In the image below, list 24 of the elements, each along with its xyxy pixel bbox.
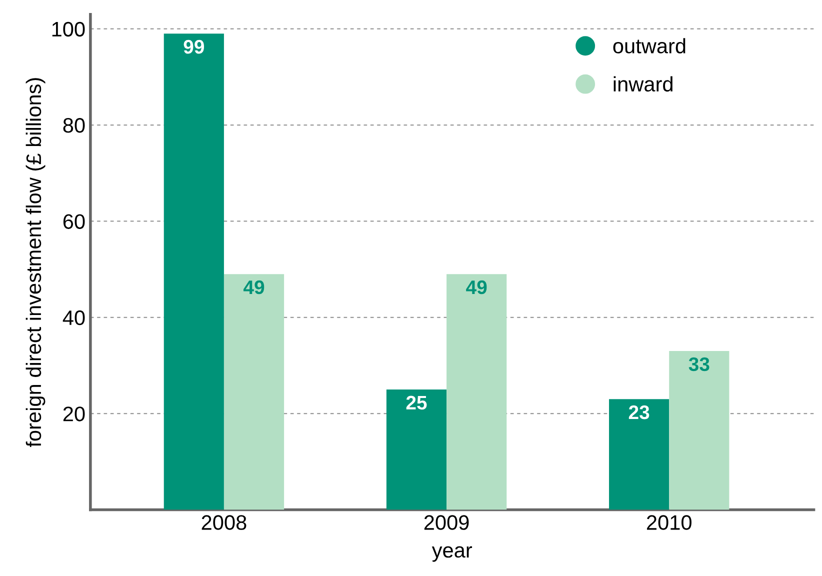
legend-label: inward	[614, 76, 672, 92]
x-tick-label: 2010	[646, 515, 692, 530]
data-label: 49	[243, 280, 264, 294]
y-tick-label: 20	[63, 406, 85, 422]
bar	[669, 351, 730, 510]
y-tick-label: 100	[52, 22, 85, 37]
y-tick-label: 80	[63, 118, 85, 133]
data-label: 99	[184, 40, 204, 54]
x-tick-label: 2008	[202, 515, 246, 530]
data-label: 33	[688, 357, 710, 372]
data-label: 25	[406, 396, 427, 410]
data-label: 23	[628, 405, 650, 420]
bar	[164, 34, 224, 510]
bar	[446, 274, 507, 510]
data-label: 49	[466, 280, 487, 294]
y-tick-label: 40	[62, 310, 85, 326]
bar	[224, 274, 284, 510]
y-axis-title: foreign direct investment flow (£ billions)	[26, 78, 46, 448]
legend-label: outward	[613, 38, 686, 54]
x-axis-title: year	[432, 546, 472, 562]
x-tick-label: 2009	[424, 515, 469, 530]
bar	[609, 399, 670, 510]
y-tick-label: 60	[63, 214, 85, 229]
bar	[386, 390, 447, 510]
